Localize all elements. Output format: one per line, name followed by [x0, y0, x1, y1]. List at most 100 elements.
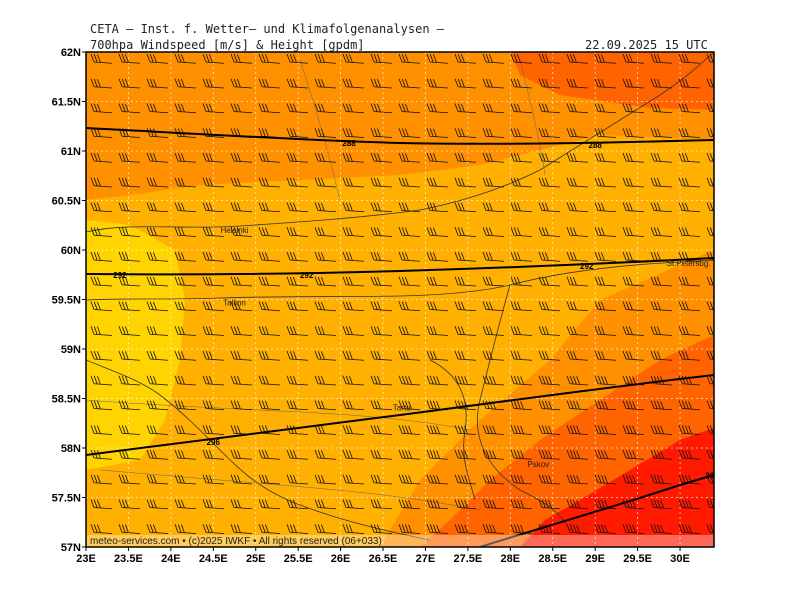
wind-barb	[370, 474, 393, 485]
wind-barb	[118, 350, 141, 361]
wind-barb	[650, 177, 673, 188]
wind-barb	[566, 301, 589, 312]
contour-label: 30	[705, 472, 714, 481]
wind-barb	[286, 326, 309, 336]
wind-barb	[146, 103, 169, 114]
wind-barb	[258, 499, 281, 510]
wind-barb	[370, 375, 393, 386]
wind-barb	[202, 400, 225, 411]
wind-barb	[566, 128, 589, 138]
wind-barb	[398, 350, 421, 361]
wind-barb	[398, 326, 421, 336]
wind-barb	[398, 128, 421, 138]
wind-barb	[90, 128, 113, 138]
wind-barb	[174, 202, 197, 213]
wind-barb	[202, 177, 225, 188]
wind-barb	[482, 227, 505, 237]
wind-barb	[286, 202, 309, 213]
wind-barb	[538, 53, 561, 64]
wind-barb	[510, 375, 533, 386]
wind-barb	[566, 350, 589, 361]
wind-barb	[146, 375, 169, 386]
wind-barb	[510, 103, 533, 114]
wind-barb	[454, 177, 477, 188]
wind-barb	[454, 499, 477, 510]
wind-barb	[314, 251, 337, 262]
wind-barb	[258, 103, 281, 114]
wind-barb	[370, 251, 393, 262]
wind-barb	[650, 326, 673, 336]
wind-barb	[342, 375, 365, 386]
wind-barb	[230, 251, 253, 262]
wind-barb	[314, 301, 337, 312]
wind-barb	[650, 276, 673, 287]
wind-barb	[650, 474, 673, 485]
wind-barb	[454, 227, 477, 237]
wind-barb	[482, 375, 505, 386]
wind-barb	[706, 326, 714, 335]
wind-barb	[258, 326, 281, 336]
wind-barb	[566, 524, 589, 534]
wind-barb	[510, 78, 533, 89]
wind-barb	[174, 53, 197, 64]
wind-barb	[342, 128, 365, 138]
wind-barb	[538, 152, 561, 163]
city-label: St.Petersbg.	[667, 259, 711, 268]
wind-barb	[426, 499, 449, 510]
wind-barb	[398, 375, 421, 386]
wind-barb	[454, 152, 477, 163]
wind-barb	[174, 152, 197, 163]
wind-barb	[482, 53, 505, 64]
wind-barb	[706, 103, 714, 113]
wind-barb	[118, 152, 141, 163]
longitude-axis: 23E 23.5E 24E 24.5E 25E 25.5E 26E 26.5E 27E 27.5E…	[76, 547, 690, 565]
wind-barb	[90, 425, 113, 435]
wind-barb	[314, 103, 337, 114]
wind-barb	[370, 202, 393, 213]
city-label: Helsinki	[221, 226, 249, 235]
wind-barb	[286, 251, 309, 262]
wind-barb	[314, 425, 337, 435]
wind-barb	[566, 202, 589, 213]
wind-barb	[258, 301, 281, 312]
wind-barb	[230, 276, 253, 287]
wind-barb	[622, 524, 645, 534]
wind-barb	[230, 177, 253, 188]
wind-barb	[594, 53, 617, 64]
wind-barb	[174, 103, 197, 114]
wind-barb	[622, 400, 645, 411]
wind-barb	[174, 425, 197, 435]
wind-barb	[622, 425, 645, 435]
wind-barb	[398, 202, 421, 213]
wind-barb	[342, 251, 365, 262]
band-stronger-north	[510, 52, 714, 110]
wind-barb	[622, 78, 645, 89]
wind-barb	[538, 350, 561, 361]
wind-barb	[510, 449, 533, 460]
wind-barb	[398, 53, 421, 64]
wind-barb	[622, 449, 645, 460]
wind-barb	[510, 350, 533, 361]
wind-barb	[342, 53, 365, 64]
wind-barb	[426, 276, 449, 287]
wind-barb	[426, 301, 449, 312]
wind-barb	[90, 202, 113, 213]
wind-barb	[510, 251, 533, 262]
wind-barb	[706, 152, 714, 162]
wind-barb	[342, 227, 365, 237]
wind-barb	[706, 449, 714, 459]
wind-barb	[426, 227, 449, 237]
wind-barb	[510, 276, 533, 287]
wind-barb	[398, 276, 421, 287]
wind-barb	[342, 449, 365, 460]
lon-tick-label: 24E	[161, 553, 181, 565]
wind-barbs	[90, 53, 714, 534]
wind-barb	[482, 128, 505, 138]
wind-barb	[286, 177, 309, 188]
wind-barb	[370, 326, 393, 336]
wind-barb	[118, 103, 141, 114]
wind-barb	[230, 474, 253, 485]
wind-barb	[314, 499, 337, 510]
wind-barb	[510, 425, 533, 435]
